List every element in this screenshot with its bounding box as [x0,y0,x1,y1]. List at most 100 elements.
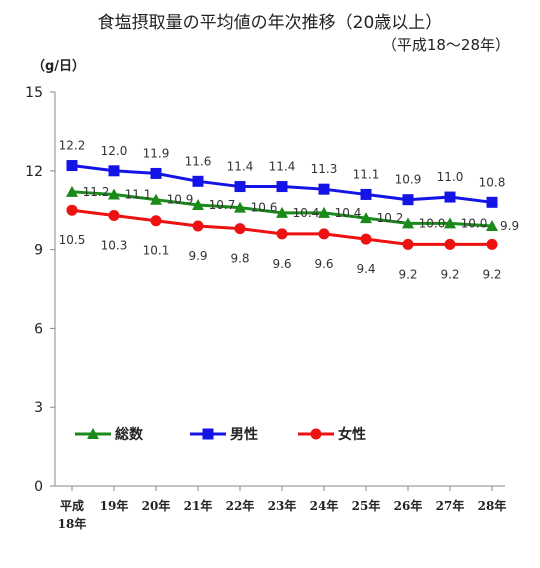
series-1 [66,160,498,208]
data-label: 10.8 [479,175,506,189]
data-label: 11.4 [269,160,296,174]
y-tick-label: 0 [34,479,43,495]
data-point [66,185,78,197]
legend-item-2: 女性 [298,426,366,443]
data-point [108,188,120,200]
data-label: 11.0 [437,170,464,184]
legend-label: 女性 [338,426,366,443]
x-tick-label: 22年 [226,498,255,513]
x-tick-label: 25年 [352,498,381,513]
legend-label: 男性 [230,426,258,443]
data-label: 11.1 [353,167,380,181]
legend-marker [87,428,99,439]
data-point [192,220,204,232]
chart-subtitle: （平成18〜28年） [381,36,510,54]
data-point [318,206,330,218]
legend-item-1: 男性 [190,426,258,443]
legend-marker [202,428,214,440]
data-label: 10.0 [419,216,446,230]
x-tick-label: 28年 [478,498,507,513]
x-tick-label: 21年 [184,498,213,513]
data-label: 11.9 [143,146,170,160]
data-point [360,188,372,200]
x-tick-label: 19年 [100,498,129,513]
x-tick-label: 20年 [142,498,171,513]
data-label: 10.7 [209,198,236,212]
data-label: 12.0 [101,144,128,158]
data-label: 9.4 [356,262,375,276]
data-label: 12.2 [59,139,86,153]
x-tick-label: 18年 [58,516,87,531]
data-label: 10.9 [167,193,194,207]
data-label: 10.4 [335,206,362,220]
series-0 [66,185,498,231]
data-point [444,217,456,229]
data-label: 10.9 [395,173,422,187]
data-label: 10.6 [251,201,278,215]
data-point [150,193,162,205]
y-axis-unit: （g/日） [32,59,86,74]
y-tick-label: 15 [25,85,43,101]
data-point [276,206,288,218]
data-label: 11.2 [83,185,110,199]
data-point [276,181,288,193]
data-point [66,204,78,216]
series-layer [66,160,498,250]
data-label: 10.3 [101,238,128,252]
y-tick-label: 9 [34,243,43,259]
data-label: 10.1 [143,244,170,258]
data-point [402,238,414,250]
data-point [402,194,414,206]
y-tick-label: 6 [34,321,43,337]
data-label: 9.6 [272,257,291,271]
data-point [108,165,120,177]
data-point [486,219,498,231]
data-point [444,191,456,203]
legend: 総数 男性 女性 [75,426,366,443]
data-point [234,181,246,193]
x-tick-label: 26年 [394,498,423,513]
data-point [150,167,162,179]
series-2 [66,204,498,250]
data-point [402,217,414,229]
data-label: 9.2 [440,267,459,281]
x-tick-label: 27年 [436,498,465,513]
data-label: 9.9 [500,219,519,233]
data-label: 10.4 [293,206,320,220]
data-labels-layer: 11.2 11.1 10.9 10.7 10.6 10.4 10.4 10.2 10.0 10.0… [59,139,519,282]
data-point [192,198,204,210]
data-label: 10.5 [59,233,86,247]
data-point [276,228,288,240]
data-label: 9.2 [482,267,501,281]
y-tick-label: 12 [25,164,43,180]
axes: 0 3 6 9 12 15 平成 18年 19年 20年 21年 22年 23年 24年 25年 26年 27年… [25,85,506,531]
data-label: 9.2 [398,267,417,281]
data-point [360,233,372,245]
data-point [66,160,78,172]
data-label: 9.9 [188,249,207,263]
data-point [486,196,498,208]
data-label: 11.1 [125,187,152,201]
x-tick-label: 23年 [268,498,297,513]
x-tick-label: 24年 [310,498,339,513]
chart-title: 食塩摂取量の平均値の年次推移（20歳以上） [97,13,443,33]
data-label: 9.6 [314,257,333,271]
data-label: 9.8 [230,252,249,266]
data-label: 10.0 [461,216,488,230]
data-point [486,238,498,250]
x-tick-label: 平成 [60,498,84,513]
data-point [444,238,456,250]
data-point [318,183,330,195]
data-label: 11.4 [227,160,254,174]
data-point [318,228,330,240]
legend-label: 総数 [115,426,144,443]
data-label: 10.2 [377,211,404,225]
data-label: 11.6 [185,154,212,168]
data-point [360,212,372,224]
data-point [150,215,162,227]
data-point [192,175,204,187]
data-point [234,201,246,213]
y-tick-label: 3 [34,400,43,416]
data-label: 11.3 [311,162,338,176]
